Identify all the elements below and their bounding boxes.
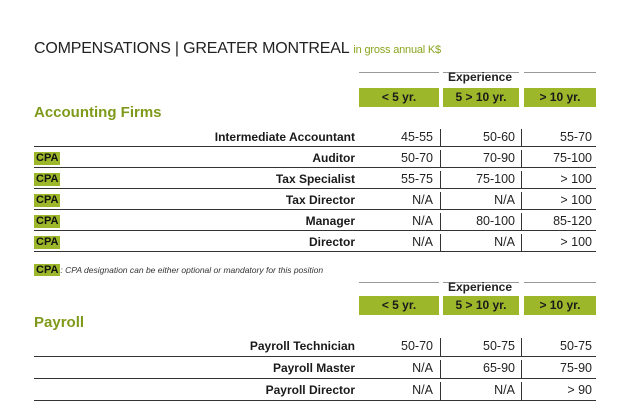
row-value: 50-70	[401, 151, 433, 165]
row-value: N/A	[412, 235, 433, 249]
row-divider	[34, 146, 596, 147]
row-value: > 100	[560, 172, 592, 186]
row-value: > 90	[567, 383, 592, 397]
row-value: N/A	[494, 193, 515, 207]
row-divider	[34, 167, 596, 168]
row-value: 80-100	[476, 214, 515, 228]
column-divider	[440, 213, 441, 230]
cpa-badge: CPA	[34, 152, 61, 165]
title-subtitle: in gross annual K$	[353, 44, 441, 56]
page-title: COMPENSATIONS | GREATER MONTREAL in gross…	[34, 40, 441, 58]
header-rule	[524, 282, 596, 283]
section-heading-accounting: Accounting Firms	[34, 104, 162, 121]
header-rule	[443, 282, 519, 283]
row-role-label: Intermediate Accountant	[214, 130, 355, 144]
header-rule	[359, 282, 439, 283]
section-heading-payroll: Payroll	[34, 314, 85, 331]
row-value: N/A	[494, 235, 515, 249]
cpa-note: CPA: CPA designation can be either optio…	[34, 260, 323, 278]
column-divider	[521, 360, 522, 378]
col-header-gt10: > 10 yr.	[524, 296, 596, 315]
row-role-label: Auditor	[312, 151, 355, 165]
row-value: 55-75	[401, 172, 433, 186]
row-value: 75-100	[553, 151, 592, 165]
row-role-label: Payroll Technician	[249, 339, 355, 353]
col-header-lt5: < 5 yr.	[359, 296, 439, 315]
cpa-badge: CPA	[34, 215, 61, 228]
column-divider	[521, 171, 522, 188]
cpa-badge: CPA	[34, 264, 61, 276]
header-rule	[524, 72, 596, 73]
row-value: N/A	[412, 361, 433, 375]
cpa-badge: CPA	[34, 236, 61, 249]
cpa-badge: CPA	[34, 194, 61, 207]
column-divider	[440, 234, 441, 251]
row-role-label: Tax Specialist	[275, 172, 355, 186]
row-divider	[34, 400, 596, 401]
row-value: 50-75	[560, 339, 592, 353]
column-divider	[521, 213, 522, 230]
row-value: 50-60	[483, 130, 515, 144]
row-value: N/A	[494, 383, 515, 397]
row-value: 70-90	[483, 151, 515, 165]
cpa-badge: CPA	[34, 173, 61, 186]
row-value: N/A	[412, 214, 433, 228]
row-role-label: Tax Director	[285, 193, 355, 207]
column-divider	[521, 338, 522, 356]
column-divider	[440, 192, 441, 209]
row-value: > 100	[560, 193, 592, 207]
row-divider	[34, 188, 596, 189]
row-value: 50-75	[483, 339, 515, 353]
row-value: 75-100	[476, 172, 515, 186]
row-value: 85-120	[553, 214, 592, 228]
row-divider	[34, 378, 596, 379]
column-divider	[521, 192, 522, 209]
column-divider	[440, 338, 441, 356]
row-value: > 100	[560, 235, 592, 249]
column-divider	[521, 234, 522, 251]
column-divider	[440, 129, 441, 146]
row-divider	[34, 230, 596, 231]
row-value: 50-70	[401, 339, 433, 353]
col-header-5to10: 5 > 10 yr.	[443, 88, 519, 107]
row-divider	[34, 251, 596, 252]
row-value: 75-90	[560, 361, 592, 375]
column-divider	[440, 171, 441, 188]
row-value: 45-55	[401, 130, 433, 144]
row-role-label: Payroll Master	[272, 361, 355, 375]
column-divider	[440, 150, 441, 167]
row-value: N/A	[412, 193, 433, 207]
row-role-label: Payroll Director	[265, 383, 355, 397]
row-divider	[34, 356, 596, 357]
column-divider	[521, 129, 522, 146]
column-divider	[440, 382, 441, 400]
row-value: 65-90	[483, 361, 515, 375]
experience-label: Experience	[447, 70, 513, 84]
row-role-label: Director	[308, 235, 355, 249]
col-header-gt10: > 10 yr.	[524, 88, 596, 107]
column-divider	[440, 360, 441, 378]
header-rule	[359, 72, 439, 73]
column-divider	[521, 382, 522, 400]
row-role-label: Manager	[305, 214, 355, 228]
col-header-5to10: 5 > 10 yr.	[443, 296, 519, 315]
header-rule	[443, 72, 519, 73]
experience-label: Experience	[447, 280, 513, 294]
title-main: COMPENSATIONS | GREATER MONTREAL	[34, 40, 350, 57]
row-value: N/A	[412, 383, 433, 397]
row-divider	[34, 209, 596, 210]
column-divider	[521, 150, 522, 167]
row-value: 55-70	[560, 130, 592, 144]
col-header-lt5: < 5 yr.	[359, 88, 439, 107]
cpa-note-text: : CPA designation can be either optional…	[60, 265, 324, 275]
